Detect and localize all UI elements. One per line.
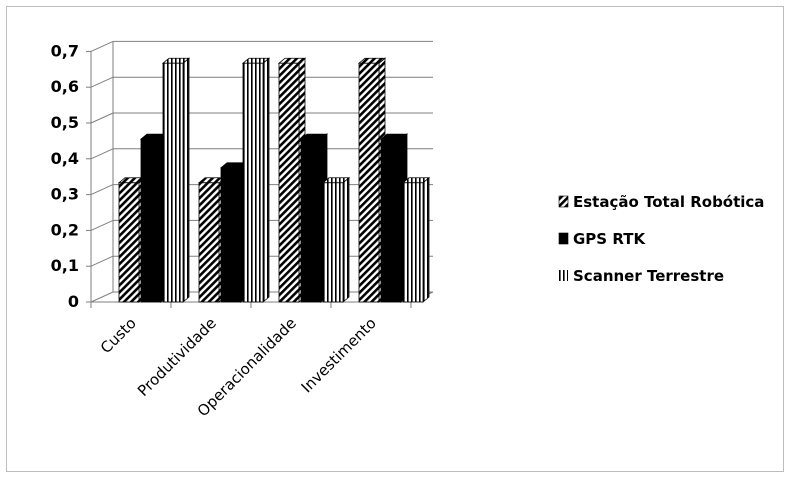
x-tick-label: Produtividade: [134, 314, 220, 400]
legend-item: Estação Total Robótica: [558, 193, 764, 211]
y-tick-label: 0,6: [51, 77, 79, 96]
gridline-side: [90, 40, 114, 52]
chart-frame: 0 0,1 0,2 0,3 0,4 0,5 0,6 0,7 Custo Produtividad…: [6, 6, 784, 472]
y-tick-label: 0,3: [51, 185, 79, 204]
y-tick-label: 0,2: [51, 220, 79, 239]
legend-label: Scanner Terrestre: [573, 267, 724, 285]
gridline-side: [90, 184, 114, 196]
legend-swatch: [559, 270, 568, 281]
bar: [161, 57, 191, 303]
x-tick-label: Investimento: [298, 314, 380, 396]
bar-chart: 0 0,1 0,2 0,3 0,4 0,5 0,6 0,7 CustoProdutividad…: [51, 40, 764, 420]
legend-swatch: [558, 195, 569, 208]
x-tick-label: Custo: [97, 314, 140, 357]
y-tick-label: 0,7: [51, 41, 79, 60]
legend: Estação Total Robótica GPS RTK Scanner Ter…: [558, 193, 764, 285]
legend-swatch: [558, 232, 569, 245]
legend-item: Scanner Terrestre: [559, 267, 724, 285]
bar: [401, 176, 431, 303]
y-axis-ticks: 0 0,1 0,2 0,3 0,4 0,5 0,6 0,7: [51, 41, 79, 311]
y-tick-label: 0,1: [51, 256, 79, 275]
gridline-side: [90, 148, 114, 160]
bar: [321, 176, 351, 303]
gridline-side: [90, 112, 114, 124]
gridline-side: [90, 255, 114, 267]
legend-label: Estação Total Robótica: [573, 193, 764, 211]
bar: [241, 57, 271, 303]
y-tick-label: 0: [68, 292, 79, 311]
gridline-side: [90, 76, 114, 88]
bars: [117, 57, 431, 303]
legend-label: GPS RTK: [573, 230, 646, 248]
x-axis-ticks: CustoProdutividadeOperacionalidadeInvest…: [97, 314, 380, 420]
legend-item: GPS RTK: [558, 230, 646, 248]
y-tick-label: 0,5: [51, 113, 79, 132]
gridline-side: [90, 219, 114, 231]
y-tick-label: 0,4: [51, 149, 79, 168]
